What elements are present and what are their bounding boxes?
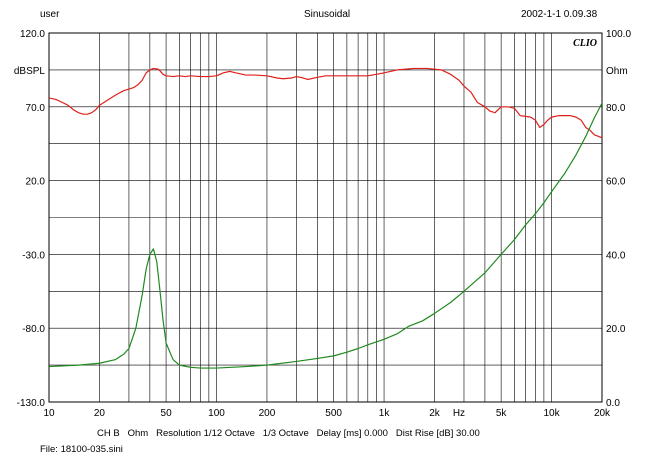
header-mode: Sinusoidal bbox=[304, 9, 351, 20]
y-left-tick-label: -30.0 bbox=[22, 250, 45, 261]
plot-frame bbox=[48, 32, 603, 403]
y-left-tick-label: 70.0 bbox=[26, 103, 46, 114]
x-tick-label: 10 bbox=[43, 408, 55, 419]
x-tick-label: 200 bbox=[259, 408, 276, 419]
x-tick-label: 2k bbox=[429, 408, 441, 419]
y-right-tick-label: 60.0 bbox=[606, 177, 626, 188]
y-left-tick-label: 120.0 bbox=[20, 29, 45, 40]
y-left-tick-label: 20.0 bbox=[26, 177, 46, 188]
clio-logo: CLIO bbox=[573, 38, 597, 49]
series-line-impedance bbox=[49, 101, 602, 369]
y-left-tick-label: -130.0 bbox=[17, 398, 46, 409]
y-left-tick-label: -80.0 bbox=[22, 324, 45, 335]
y-right-tick-label: 100.0 bbox=[606, 29, 631, 40]
x-tick-label: 50 bbox=[161, 408, 173, 419]
y-right-tick-label: 80.0 bbox=[606, 103, 626, 114]
x-tick-label: 10k bbox=[544, 408, 561, 419]
header-timestamp: 2002-1-1 0.09.38 bbox=[521, 9, 598, 20]
y-right-tick-label: 20.0 bbox=[606, 324, 626, 335]
y-right-tick-label: 40.0 bbox=[606, 250, 626, 261]
x-tick-label: 1k bbox=[379, 408, 391, 419]
x-tick-label: 20 bbox=[94, 408, 106, 419]
series-line-spl bbox=[49, 67, 602, 139]
x-tick-label: 5k bbox=[496, 408, 508, 419]
x-tick-label: 500 bbox=[325, 408, 342, 419]
footer-settings: CH B Ohm Resolution 1/12 Octave 1/3 Octa… bbox=[97, 428, 480, 439]
y-right-unit: Ohm bbox=[606, 66, 628, 77]
y-left-unit: dBSPL bbox=[14, 66, 46, 77]
y-right-tick-label: 0.0 bbox=[606, 398, 620, 409]
x-tick-label: 20k bbox=[594, 408, 611, 419]
x-axis-unit: Hz bbox=[453, 408, 465, 419]
x-tick-label: 100 bbox=[208, 408, 225, 419]
footer-file: File: 18100-035.sini bbox=[40, 444, 123, 455]
header-user: user bbox=[40, 9, 60, 20]
